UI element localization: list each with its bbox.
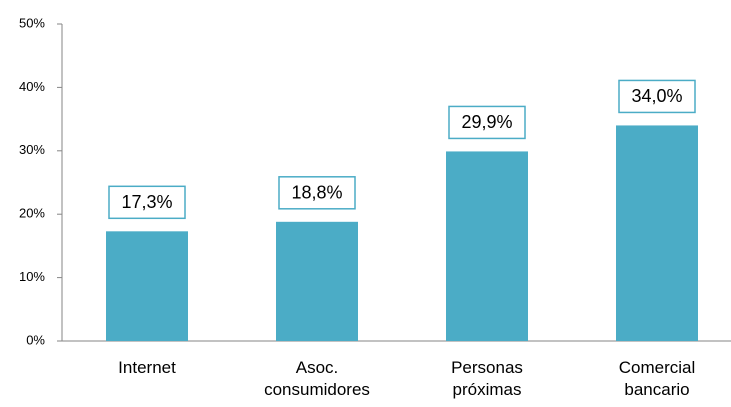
bar <box>106 231 188 341</box>
value-label: 29,9% <box>461 112 512 132</box>
value-label-box <box>618 79 696 114</box>
y-tick-label: 10% <box>19 269 45 284</box>
value-label: 34,0% <box>631 86 682 106</box>
y-tick-label: 0% <box>26 332 45 347</box>
y-tick-label: 40% <box>19 79 45 94</box>
value-label-box <box>448 105 526 140</box>
value-label: 17,3% <box>121 192 172 212</box>
bar <box>276 221 358 341</box>
x-tick-label: Personas próximas <box>451 358 523 399</box>
y-tick-label: 50% <box>19 15 45 30</box>
value-label-box <box>108 185 186 220</box>
value-label-box <box>278 176 356 210</box>
x-tick-label: Asoc. consumidores <box>264 358 370 399</box>
y-tick-label: 30% <box>19 142 45 157</box>
bar <box>446 151 528 341</box>
value-label: 18,8% <box>291 183 342 203</box>
y-tick-label: 20% <box>19 206 45 221</box>
x-tick-label: Internet <box>118 358 176 377</box>
bar <box>616 125 698 341</box>
x-tick-label: Comercial bancario <box>618 358 696 399</box>
